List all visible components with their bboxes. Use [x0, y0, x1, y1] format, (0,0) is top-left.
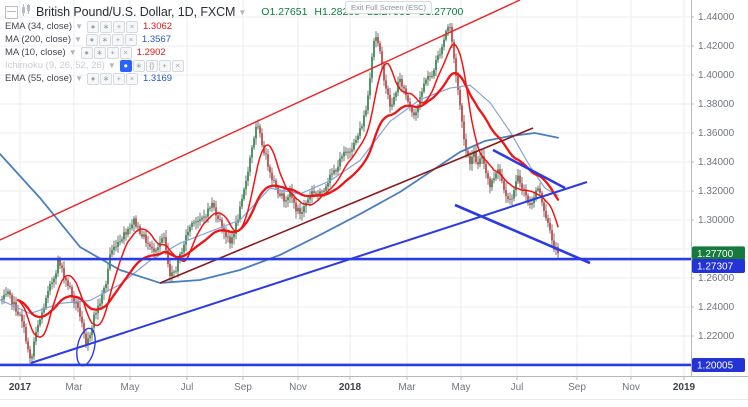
chevron-down-icon[interactable]: ▼: [107, 61, 116, 70]
plus-icon[interactable]: +: [112, 20, 125, 33]
indicator-label[interactable]: Ichimoku (9, 26, 52, 26): [5, 60, 105, 71]
indicator-actions: ● ∗ + ×: [80, 46, 132, 59]
indicator-row-ma10: MA (10, close) ▼ ● ∗ + × 1.2902: [5, 46, 463, 59]
indicator-label[interactable]: EMA (55, close): [5, 73, 73, 84]
indicator-label[interactable]: EMA (34, close): [5, 21, 73, 32]
plus-icon[interactable]: +: [106, 46, 119, 59]
close-icon[interactable]: ×: [119, 46, 132, 59]
indicator-row-ema34: EMA (34, close) ▼ ● ∗ + × 1.3062: [5, 20, 463, 33]
time-axis-label: Sep: [568, 382, 586, 393]
time-axis-label: Mar: [398, 382, 416, 393]
ema34-line: [16, 71, 560, 319]
price-axis[interactable]: 1.44000 1.42000 1.40000 1.38000 1.36000 1.340…: [691, 12, 745, 372]
indicator-row-ma200: MA (200, close) ▼ ● ∗ + × 1.3567: [5, 33, 463, 46]
close-icon[interactable]: ×: [125, 20, 138, 33]
chevron-down-icon[interactable]: ▼: [68, 48, 77, 57]
indicator-actions: ● ∗ + ×: [86, 72, 138, 85]
indicator-row-ema55: EMA (55, close) ▼ ● ∗ + × 1.3169: [5, 72, 463, 85]
chart-legend: British Pound/U.S. Dollar, 1D, FXCM ▼ O1…: [5, 4, 463, 85]
last-price-tag: [692, 246, 745, 261]
gear-icon[interactable]: ∗: [99, 20, 112, 33]
gear-icon[interactable]: ∗: [98, 33, 111, 46]
layout-icon[interactable]: [5, 5, 18, 19]
indicator-row-ichimoku: Ichimoku (9, 26, 52, 26) ▼ ● ∗ {} + ×: [5, 59, 463, 72]
eye-icon[interactable]: ●: [119, 59, 132, 72]
chevron-down-icon[interactable]: ▼: [75, 22, 83, 31]
close-icon[interactable]: ×: [125, 72, 138, 85]
price-axis-label: 1.34000: [698, 157, 735, 168]
price-axis-label: 1.42000: [698, 41, 735, 52]
trendline-rising-wedge-darkred[interactable]: [159, 127, 534, 284]
time-axis-label: Nov: [622, 382, 640, 393]
indicator-value: 1.2902: [136, 47, 166, 58]
svg-text:1.27307: 1.27307: [697, 262, 734, 273]
close-icon[interactable]: ×: [171, 59, 184, 72]
gear-icon[interactable]: ∗: [93, 46, 106, 59]
time-axis-label: Jul: [181, 382, 194, 393]
time-axis-label: 2019: [673, 382, 696, 393]
time-axis-label: May: [121, 382, 140, 393]
price-axis-label: 1.36000: [698, 128, 735, 139]
trendline-long-support-blue[interactable]: [30, 181, 588, 364]
price-axis-label: 1.40000: [698, 70, 735, 81]
price-axis-label: 1.32000: [698, 186, 735, 197]
trendline-falling-channel-bottom[interactable]: [454, 203, 591, 265]
indicator-actions: ● ∗ + ×: [85, 33, 137, 46]
time-axis-label: May: [452, 382, 471, 393]
plus-icon[interactable]: +: [111, 33, 124, 46]
ma10-line: [19, 43, 559, 338]
symbol-title[interactable]: British Pound/U.S. Dollar, 1D, FXCM: [36, 5, 236, 19]
svg-text:1.27700: 1.27700: [697, 249, 734, 260]
indicator-actions: ● ∗ + ×: [86, 20, 138, 33]
eye-icon[interactable]: ●: [85, 33, 98, 46]
time-axis-label: 2018: [339, 382, 362, 393]
chevron-down-icon[interactable]: ▼: [74, 35, 82, 44]
indicator-actions: ● ∗ {} + ×: [119, 59, 184, 72]
price-axis-label: 1.30000: [698, 215, 735, 226]
time-axis-label: 2017: [9, 382, 32, 393]
ema55-line: [0, 84, 559, 315]
time-axis-label: Nov: [289, 382, 307, 393]
exit-fullscreen-button[interactable]: Exit Full Screen (ESC): [345, 1, 433, 14]
indicator-label[interactable]: MA (200, close): [5, 34, 71, 45]
plus-icon[interactable]: +: [158, 59, 171, 72]
time-axis-label: Jul: [511, 382, 524, 393]
open-value: 1.27651: [269, 6, 308, 18]
close-icon[interactable]: ×: [124, 33, 137, 46]
alert-price-tag: [692, 358, 745, 372]
price-axis-label: 1.38000: [698, 99, 735, 110]
indicator-label[interactable]: MA (10, close): [5, 47, 66, 58]
ma200-line: [0, 132, 559, 284]
price-axis-label: 1.22000: [698, 331, 735, 342]
time-axis-label: Sep: [234, 382, 252, 393]
indicator-value: 1.3567: [141, 34, 171, 45]
time-axis[interactable]: 2017 Mar May Jul Sep Nov 2018 Mar May Jul Sep Nov 20…: [9, 376, 696, 393]
eye-icon[interactable]: ●: [86, 72, 99, 85]
indicator-value: 1.3062: [142, 21, 173, 32]
support-ellipse[interactable]: [74, 327, 99, 368]
svg-text:1.20005: 1.20005: [697, 361, 734, 372]
chart-style-icon[interactable]: [21, 3, 32, 21]
gear-icon[interactable]: ∗: [132, 59, 145, 72]
trendline-ascending-channel-red[interactable]: [0, 0, 521, 241]
eye-icon[interactable]: ●: [80, 46, 93, 59]
time-axis-label: Mar: [65, 382, 83, 393]
high-label: H: [314, 6, 323, 18]
gear-icon[interactable]: ∗: [99, 72, 112, 85]
price-axis-label: 1.26000: [698, 273, 735, 284]
chevron-down-icon[interactable]: ▼: [75, 74, 83, 83]
price-axis-label: 1.24000: [698, 302, 735, 313]
indicator-value: 1.3169: [142, 73, 173, 84]
eye-icon[interactable]: ●: [86, 20, 99, 33]
close-value: 1.27700: [425, 6, 464, 18]
source-code-icon[interactable]: {}: [145, 59, 158, 72]
open-label: O: [261, 6, 270, 18]
chevron-down-icon[interactable]: ▼: [238, 7, 247, 17]
price-axis-label: 1.44000: [698, 12, 735, 23]
trendline-falling-channel-top[interactable]: [492, 148, 566, 190]
alert-price-tag: [692, 259, 745, 273]
plus-icon[interactable]: +: [112, 72, 125, 85]
